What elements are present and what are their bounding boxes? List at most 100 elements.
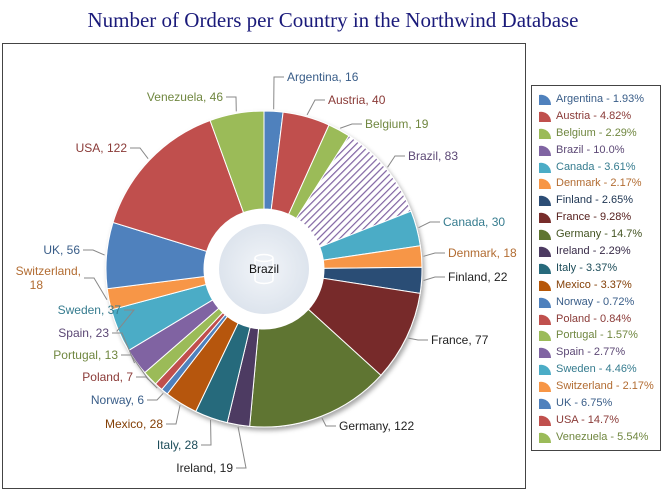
legend-swatch-icon (539, 145, 552, 156)
data-label-france: France, 77 (431, 333, 489, 347)
legend-label: Mexico - 3.37% (556, 278, 632, 291)
data-label-mexico: Mexico, 28 (105, 417, 163, 431)
leader-line-denmark (423, 252, 445, 257)
data-label-sweden: Sweden, 37 (58, 303, 122, 317)
legend-label: Germany - 14.7% (556, 228, 643, 241)
legend-swatch-icon (539, 381, 552, 393)
legend-item-poland[interactable]: Poland - 0.84% (532, 311, 660, 328)
legend-label: Ireland - 2.29% (556, 245, 631, 258)
legend-label: Belgium - 2.29% (556, 126, 637, 139)
leader-line-canada (418, 221, 440, 229)
leader-line-switzerland (84, 277, 108, 300)
legend-item-uk[interactable]: UK - 6.75% (532, 395, 660, 412)
data-label-switzerland: Switzerland, 18 (16, 264, 81, 292)
legend: Argentina - 1.93% Austria - 4.82% Belgium … (531, 85, 661, 451)
legend-item-mexico[interactable]: Mexico - 3.37% (532, 277, 660, 294)
data-label-spain: Spain, 23 (58, 326, 109, 340)
data-label-canada: Canada, 30 (443, 215, 505, 229)
chart-title: Number of Orders per Country in the Nort… (87, 8, 579, 32)
legend-item-italy[interactable]: Italy - 3.37% (532, 260, 660, 277)
legend-item-spain[interactable]: Spain - 2.77% (532, 344, 660, 361)
legend-label: Canada - 3.61% (556, 160, 636, 173)
legend-swatch-icon (539, 162, 552, 173)
legend-swatch-icon (539, 297, 552, 308)
leader-line-ireland (236, 426, 247, 469)
legend-swatch-icon (539, 196, 552, 207)
leader-line-italy (201, 419, 212, 446)
data-label-poland: Poland, 7 (82, 370, 133, 384)
leader-line-sweden (116, 309, 136, 332)
legend-item-ireland[interactable]: Ireland - 2.29% (532, 243, 660, 260)
legend-swatch-icon (539, 432, 552, 443)
legend-item-venezuela[interactable]: Venezuela - 5.54% (532, 429, 660, 446)
center-hub: Brazil (204, 209, 324, 329)
legend-label: Brazil - 10.0% (556, 143, 625, 156)
data-label-portugal: Portugal, 13 (53, 348, 118, 362)
leader-line-belgium (339, 123, 362, 129)
legend-label: Sweden - 4.46% (556, 363, 637, 376)
legend-label: Denmark - 2.17% (556, 177, 642, 190)
legend-label: Italy - 3.37% (556, 261, 618, 274)
legend-swatch-icon (539, 314, 552, 325)
leader-line-france (408, 337, 428, 341)
leader-line-uk (83, 249, 105, 256)
data-label-denmark: Denmark, 18 (448, 246, 517, 260)
legend-item-argentina[interactable]: Argentina - 1.93% (532, 91, 660, 108)
legend-label: France - 9.28% (556, 211, 632, 224)
legend-label: UK - 6.75% (556, 397, 613, 410)
leader-line-venezuela (226, 96, 237, 112)
legend-label: Venezuela - 5.54% (556, 430, 649, 443)
leader-line-finland (423, 276, 445, 281)
legend-item-austria[interactable]: Austria - 4.82% (532, 108, 660, 125)
legend-item-norway[interactable]: Norway - 0.72% (532, 294, 660, 311)
leader-line-norway (147, 392, 164, 401)
legend-item-finland[interactable]: Finland - 2.65% (532, 192, 660, 209)
legend-swatch-icon (539, 111, 552, 122)
legend-item-usa[interactable]: USA - 14.7% (532, 412, 660, 429)
legend-item-germany[interactable]: Germany - 14.7% (532, 226, 660, 243)
legend-swatch-icon (539, 229, 552, 241)
legend-swatch-icon (539, 348, 552, 359)
legend-item-portugal[interactable]: Portugal - 1.57% (532, 327, 660, 344)
legend-swatch-icon (539, 398, 552, 410)
data-label-finland: Finland, 22 (448, 270, 508, 284)
leader-line-germany (321, 417, 336, 427)
data-label-brazil: Brazil, 83 (408, 149, 458, 163)
legend-item-canada[interactable]: Canada - 3.61% (532, 159, 660, 176)
legend-swatch-icon (539, 280, 552, 291)
legend-label: Argentina - 1.93% (556, 93, 645, 105)
data-label-usa: USA, 122 (76, 141, 128, 155)
legend-swatch-icon (539, 246, 552, 258)
donut-chart: Argentina, 16 Austria, 40 Belgium, 19 Brazi… (16, 70, 517, 475)
data-label-belgium: Belgium, 19 (365, 117, 429, 131)
data-label-germany: Germany, 122 (339, 419, 414, 433)
legend-item-belgium[interactable]: Belgium - 2.29% (532, 125, 660, 142)
legend-label: Switzerland - 2.17% (556, 380, 654, 393)
legend-swatch-icon (539, 331, 552, 342)
data-label-norway: Norway, 6 (91, 393, 144, 407)
leader-line-austria (306, 99, 325, 116)
legend-item-brazil[interactable]: Brazil - 10.0% (532, 142, 660, 159)
data-label-italy: Italy, 28 (157, 438, 198, 452)
plot-area: Argentina, 16 Austria, 40 Belgium, 19 Brazi… (2, 43, 526, 489)
center-label: Brazil (249, 262, 279, 276)
legend-label: Poland - 0.84% (556, 312, 632, 325)
legend-item-sweden[interactable]: Sweden - 4.46% (532, 361, 660, 378)
data-label-uk: UK, 56 (43, 243, 80, 257)
legend-label: Finland - 2.65% (556, 194, 634, 207)
database-icon (254, 253, 274, 285)
data-label-venezuela: Venezuela, 46 (147, 90, 223, 104)
leader-line-usa (130, 147, 149, 159)
legend-item-france[interactable]: France - 9.28% (532, 209, 660, 226)
leader-line-mexico (166, 405, 181, 425)
leader-line-brazil (387, 155, 405, 168)
legend-swatch-icon (539, 213, 552, 224)
legend-label: USA - 14.7% (556, 413, 619, 426)
legend-swatch-icon (539, 94, 552, 105)
data-label-ireland: Ireland, 19 (176, 461, 233, 475)
legend-swatch-icon (539, 415, 552, 426)
legend-item-switzerland[interactable]: Switzerland - 2.17% (532, 378, 660, 395)
legend-item-denmark[interactable]: Denmark - 2.17% (532, 175, 660, 192)
leader-line-spain (112, 332, 136, 364)
legend-swatch-icon (539, 365, 552, 376)
